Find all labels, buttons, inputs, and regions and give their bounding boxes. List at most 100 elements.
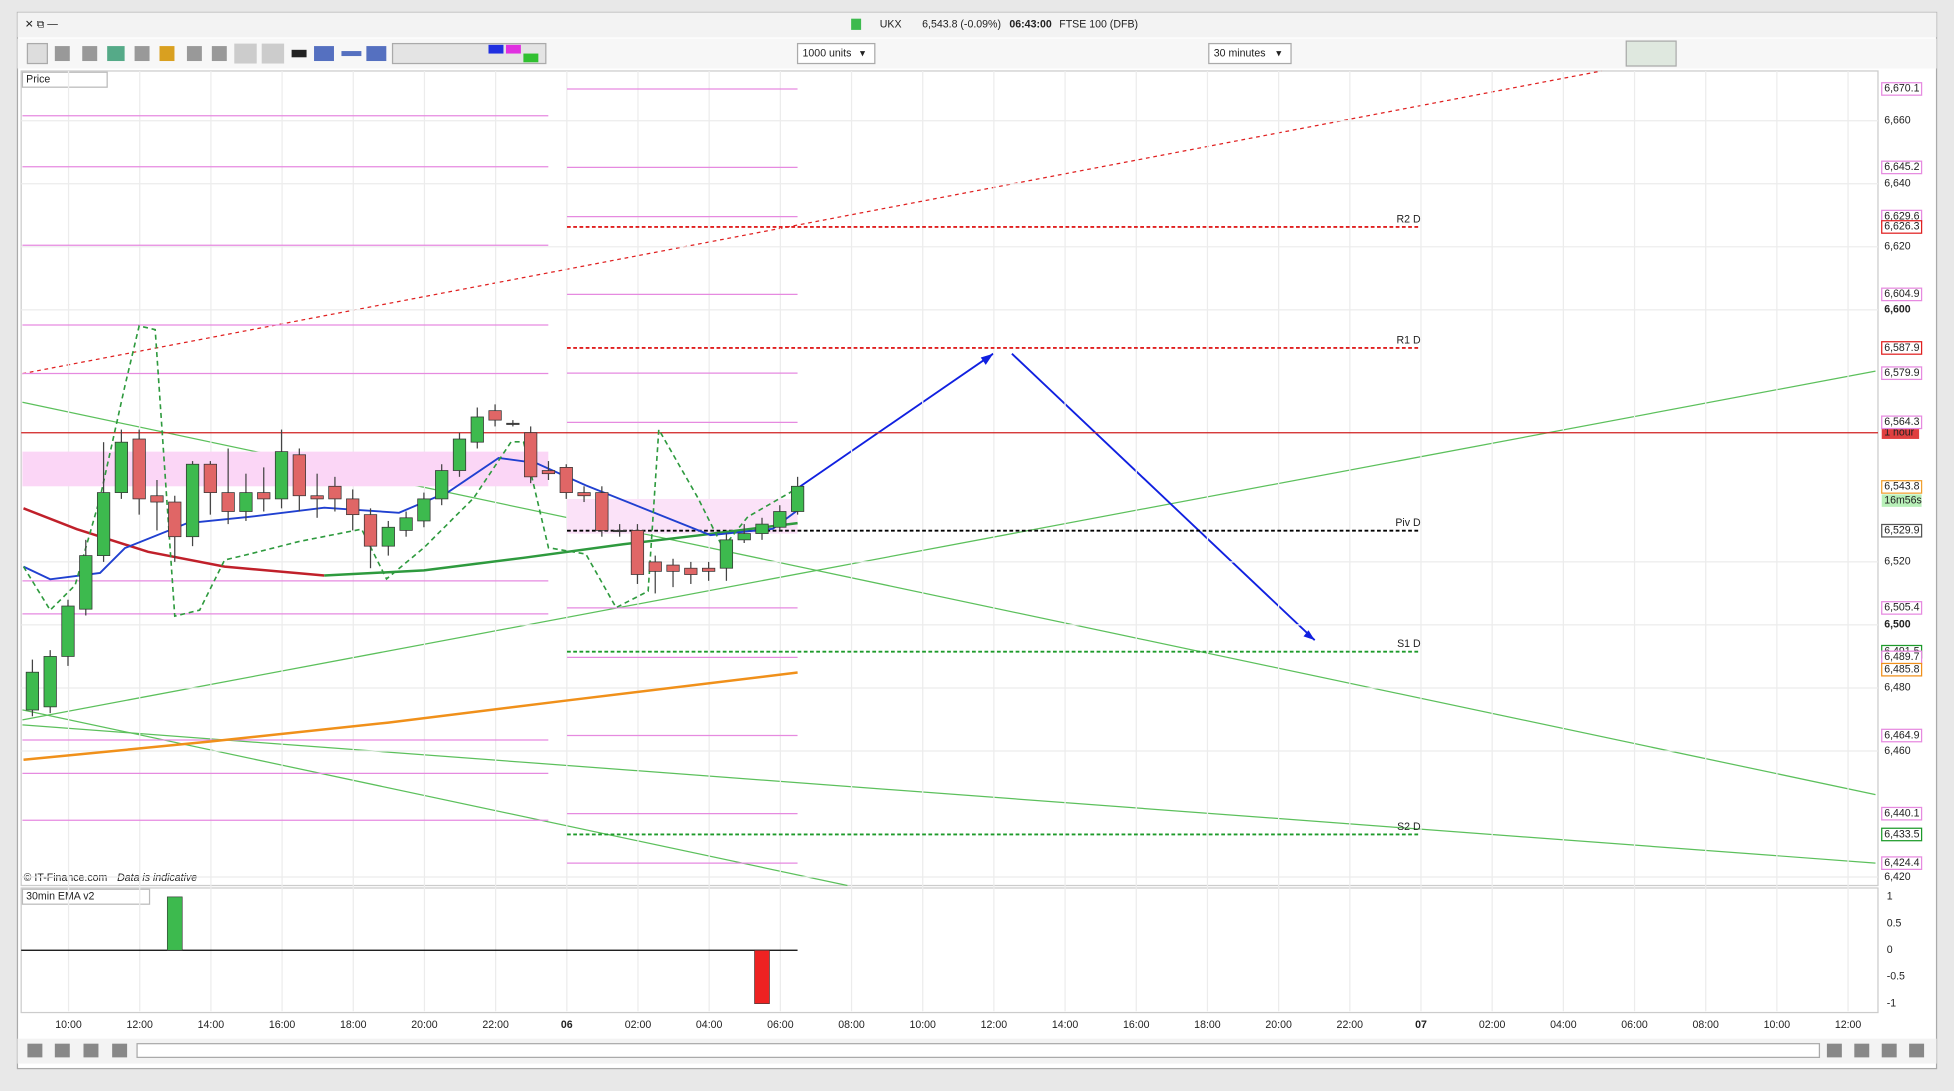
- candle-body: [470, 416, 484, 443]
- tool-icons[interactable]: [26, 42, 547, 65]
- candle-body: [737, 533, 751, 541]
- y-tick-label: 6,460: [1884, 745, 1911, 757]
- indicator-panel-label[interactable]: [21, 888, 151, 905]
- price-tag-label: 6,433.5: [1884, 828, 1919, 840]
- x-tick-label: 20:00: [411, 1019, 438, 1031]
- candle-body: [541, 470, 556, 475]
- y-tick-label: 0: [1887, 944, 1893, 956]
- price-tag-label: 6,505.4: [1884, 602, 1919, 614]
- x-tick-label: 04:00: [696, 1019, 723, 1031]
- x-tick-label: 22:00: [1337, 1019, 1364, 1031]
- candle-body: [168, 501, 182, 538]
- price-tag-label: 6,424.4: [1884, 857, 1919, 869]
- candle-body: [25, 671, 40, 711]
- x-tick-label: 06: [561, 1019, 573, 1031]
- y-tick-label: -1: [1887, 997, 1897, 1009]
- y-tick-label: 6,620: [1884, 241, 1911, 253]
- panel-title: 30min EMA v2: [26, 891, 94, 903]
- y-tick-label: 6,660: [1884, 115, 1911, 127]
- candle-body: [310, 495, 324, 500]
- candle-body: [559, 467, 573, 493]
- candle-body: [719, 539, 734, 569]
- y-tick-label: 6,480: [1884, 682, 1911, 694]
- title-bar: [17, 12, 1937, 38]
- price-tag-label: 6,587.9: [1884, 342, 1919, 354]
- price-tag-label: 6,604.9: [1884, 288, 1919, 300]
- price-tag-label: 6,489.7: [1884, 651, 1919, 663]
- candle-body: [43, 656, 57, 708]
- candle-body: [203, 463, 217, 493]
- x-tick-label: 08:00: [1692, 1019, 1719, 1031]
- price-tag: [1881, 82, 1923, 96]
- candle-body: [363, 514, 378, 547]
- x-tick-label: 12:00: [1835, 1019, 1862, 1031]
- x-tick-label: 07: [1415, 1019, 1427, 1031]
- hour-tag: [1881, 426, 1920, 439]
- price-panel-label[interactable]: [21, 71, 108, 88]
- toolbar: [17, 38, 1937, 69]
- x-tick-label: 16:00: [269, 1019, 296, 1031]
- candle-body: [417, 498, 431, 522]
- candle-body: [221, 492, 235, 512]
- candle-body: [630, 530, 645, 575]
- price-change: 6,543.8 (-0.09%): [922, 19, 1001, 31]
- countdown: 16m56s: [1884, 494, 1922, 506]
- dropdown-arrow: ▾: [860, 47, 866, 59]
- indicator-line: [324, 521, 798, 577]
- candle-body: [328, 485, 342, 500]
- scrollbar[interactable]: [136, 1043, 1821, 1058]
- x-tick-label: 04:00: [1550, 1019, 1577, 1031]
- candle-body: [666, 564, 680, 572]
- symbol[interactable]: UKX: [880, 19, 902, 31]
- x-tick-label: 10:00: [55, 1019, 82, 1031]
- candle-body: [114, 441, 128, 493]
- hour-tag-label: 1 hour: [1884, 427, 1914, 439]
- bottom-icons[interactable]: [27, 1043, 1925, 1058]
- x-tick-label: 10:00: [1764, 1019, 1791, 1031]
- price-tag: [1881, 341, 1923, 355]
- y-tick-label: 1: [1887, 891, 1893, 903]
- data-note: Data is indicative: [117, 872, 197, 884]
- candle-body: [613, 530, 627, 533]
- candle-body: [96, 492, 111, 556]
- price-tag-label: 6,529.9: [1884, 525, 1919, 537]
- candle-body: [435, 470, 449, 500]
- window-controls[interactable]: ✕ ⧉ —: [25, 19, 58, 31]
- candle-body: [150, 495, 164, 503]
- candle-body: [506, 422, 520, 425]
- x-tick-label: 20:00: [1265, 1019, 1292, 1031]
- y-tick-label: 6,420: [1884, 871, 1911, 883]
- candle-body: [524, 432, 538, 478]
- candle-body: [239, 492, 253, 512]
- countdown-tag: [1881, 494, 1922, 507]
- pivot-label: S1 D: [1397, 638, 1421, 650]
- indicator-line: [22, 324, 799, 618]
- price-tag: [1881, 856, 1923, 870]
- y-tick-label: 0.5: [1887, 917, 1902, 929]
- candle-body: [292, 454, 306, 497]
- x-tick-label: 06:00: [767, 1019, 794, 1031]
- candle-body: [488, 410, 502, 421]
- y-tick-label: 6,520: [1884, 556, 1911, 568]
- x-tick-label: 14:00: [198, 1019, 225, 1031]
- price-tag-label: 6,579.9: [1884, 367, 1919, 379]
- pivot-label: R1 D: [1397, 334, 1421, 346]
- candle-body: [185, 463, 200, 538]
- panel-title: Price: [26, 74, 50, 86]
- x-tick-label: 12:00: [981, 1019, 1008, 1031]
- units-dropdown[interactable]: [796, 42, 876, 65]
- chart-type-button[interactable]: [1625, 40, 1677, 67]
- units-value: 1000 units: [803, 47, 852, 59]
- price-tag-label: 6,464.9: [1884, 729, 1919, 741]
- histogram-bar: [754, 949, 770, 1004]
- x-tick-label: 06:00: [1621, 1019, 1648, 1031]
- y-tick-label: 6,600: [1884, 304, 1911, 316]
- price-tag: [1881, 662, 1923, 677]
- interval-dropdown[interactable]: [1208, 42, 1292, 65]
- price-tag-label: 6,629.6: [1884, 210, 1919, 222]
- copyright: © IT-Finance.com: [24, 872, 108, 884]
- price-tag: [1881, 220, 1923, 234]
- clock: 06:43:00: [1009, 19, 1051, 31]
